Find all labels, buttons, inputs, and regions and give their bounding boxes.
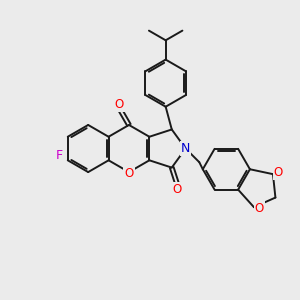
Text: O: O	[172, 183, 182, 196]
Text: O: O	[124, 167, 134, 180]
Text: N: N	[181, 142, 190, 155]
Text: O: O	[274, 166, 283, 179]
Text: O: O	[255, 202, 264, 215]
Text: O: O	[114, 98, 124, 111]
Text: F: F	[56, 149, 63, 162]
